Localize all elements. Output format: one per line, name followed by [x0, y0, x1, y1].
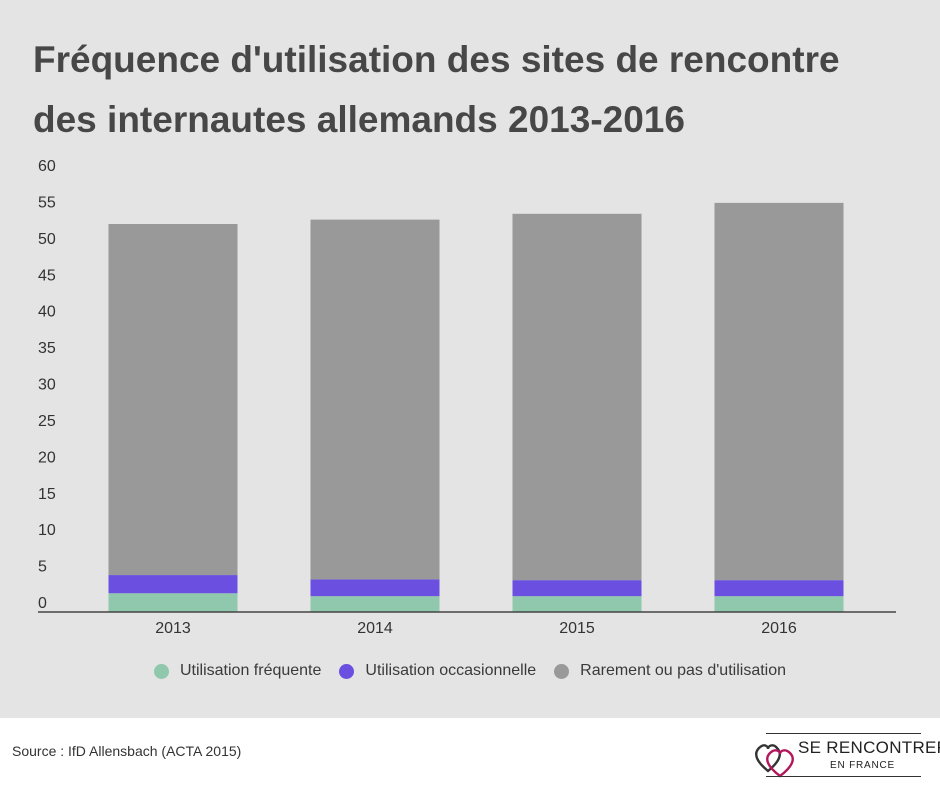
y-tick-label: 45 — [38, 267, 56, 284]
x-tick-label: 2016 — [761, 620, 797, 637]
y-tick-label: 60 — [38, 158, 56, 175]
bar-segment — [714, 596, 844, 612]
y-tick-label: 10 — [38, 522, 56, 539]
hearts-logo-icon — [755, 744, 794, 778]
y-tick-label: 55 — [38, 194, 56, 211]
bar-segment — [108, 593, 238, 612]
logo-title: SE RENCONTRER — [798, 738, 940, 757]
bar-segment — [714, 580, 844, 597]
bar-segment — [108, 223, 238, 576]
legend-swatch — [153, 663, 169, 679]
y-tick-label: 40 — [38, 304, 56, 321]
legend-label: Utilisation fréquente — [179, 662, 322, 679]
y-tick-label: 0 — [38, 595, 47, 612]
x-tick-label: 2015 — [559, 620, 595, 637]
y-tick-label: 25 — [38, 413, 56, 430]
legend-item: Utilisation fréquente — [153, 662, 322, 680]
legend-label: Rarement ou pas d'utilisation — [580, 662, 787, 679]
legend-swatch — [339, 663, 355, 679]
bar-segment — [310, 579, 440, 597]
chart-legend: Utilisation fréquente Utilisation occasio… — [0, 662, 940, 680]
chart-title: Fréquence d'utilisation des sites de ren… — [33, 39, 840, 140]
logo-rule-bottom — [766, 776, 921, 777]
bar-segment — [310, 219, 440, 580]
logo-rule-top — [766, 733, 921, 734]
y-tick-label: 50 — [38, 231, 56, 248]
legend-label: Utilisation occasionnelle — [365, 662, 537, 679]
logo-subtitle: EN FRANCE — [830, 760, 895, 771]
legend-swatch — [554, 663, 570, 679]
x-tick-label: 2013 — [155, 620, 191, 637]
y-tick-label: 35 — [38, 340, 56, 357]
y-tick-label: 5 — [38, 559, 47, 576]
chart-panel: Fréquence d'utilisation des sites de ren… — [0, 0, 940, 718]
legend-item: Utilisation occasionnelle — [339, 662, 536, 680]
bar-chart: 0 5 10 15 20 25 30 35 40 45 50 55 60 2013 2014 2015 2016 — [38, 158, 896, 637]
source-note: Source : IfD Allensbach (ACTA 2015) — [12, 743, 242, 759]
site-logo: SE RENCONTRER EN FRANCE — [754, 730, 940, 782]
bar-segment — [512, 213, 642, 581]
bar-segment — [714, 202, 844, 581]
bar-segment — [512, 596, 642, 612]
bar-segment — [310, 596, 440, 612]
x-tick-label: 2014 — [357, 620, 393, 637]
y-tick-label: 15 — [38, 486, 56, 503]
y-tick-label: 20 — [38, 449, 56, 466]
bar-segment — [108, 575, 238, 594]
y-tick-label: 30 — [38, 377, 56, 394]
legend-item: Rarement ou pas d'utilisation — [554, 662, 786, 680]
bar-segment — [512, 580, 642, 597]
